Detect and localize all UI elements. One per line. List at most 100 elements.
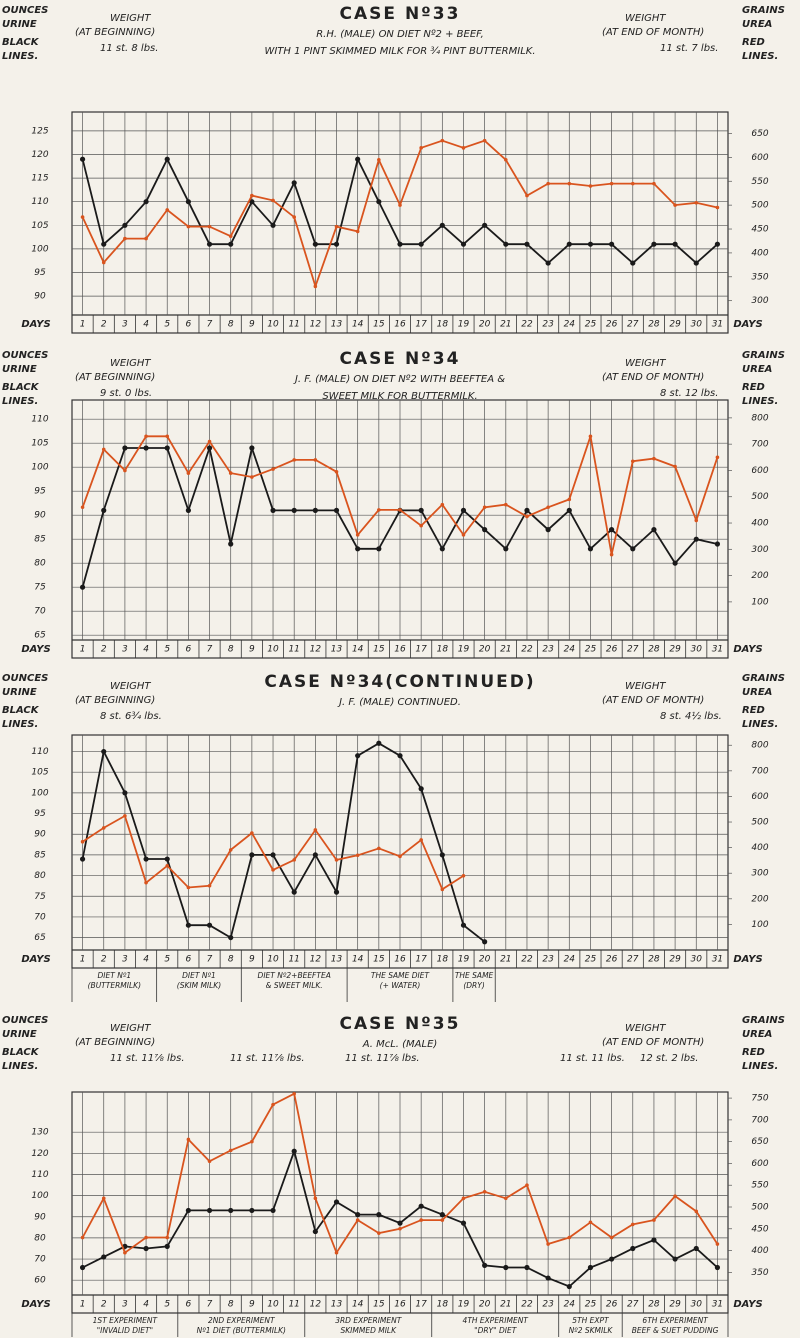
weight-end-label: (AT END OF MONTH) xyxy=(602,372,704,383)
left-axis-label: URINE xyxy=(2,687,37,698)
y-tick-label: 105 xyxy=(31,221,48,231)
data-point xyxy=(313,284,318,289)
data-point xyxy=(504,1196,508,1201)
left-axis-label: URINE xyxy=(2,1029,37,1040)
data-point xyxy=(249,852,255,858)
y2-tick-label: 550 xyxy=(751,1181,768,1191)
right-axis-label: GRAINS xyxy=(742,673,785,684)
left-axis-label: BLACK xyxy=(2,705,40,716)
x-axis-label: DAYS xyxy=(21,644,50,655)
x-tick-label: 28 xyxy=(648,1300,660,1310)
data-point xyxy=(270,222,276,228)
data-point xyxy=(355,853,360,858)
data-point xyxy=(546,1242,550,1246)
y-tick-label: 100 xyxy=(31,1191,48,1201)
data-point xyxy=(228,848,233,852)
x-tick-label: 11 xyxy=(288,955,299,965)
y-tick-label: 100 xyxy=(31,788,48,798)
x-tick-label: 9 xyxy=(249,1300,255,1310)
annotation: 3RD EXPERIMENT xyxy=(335,1316,403,1325)
data-point xyxy=(333,1199,340,1205)
y-tick-label: 120 xyxy=(31,150,48,160)
data-point xyxy=(546,505,550,510)
data-point xyxy=(292,458,296,462)
data-point xyxy=(334,469,339,474)
weight-start-label: WEIGHT xyxy=(110,358,151,369)
data-point xyxy=(482,222,488,228)
x-tick-label: 22 xyxy=(521,1300,533,1310)
x-tick-label: 21 xyxy=(500,320,511,330)
x-tick-label: 15 xyxy=(373,320,385,330)
x-tick-label: 23 xyxy=(542,645,554,655)
x-tick-label: 22 xyxy=(521,645,533,655)
data-point xyxy=(672,241,678,247)
data-point xyxy=(546,181,550,186)
data-point xyxy=(376,740,382,746)
data-point xyxy=(312,1228,318,1235)
left-axis-label: LINES. xyxy=(2,396,38,407)
x-tick-label: 12 xyxy=(310,955,322,965)
data-point xyxy=(566,507,572,513)
x-tick-label: 25 xyxy=(585,1300,597,1310)
data-point xyxy=(144,236,148,241)
data-point xyxy=(652,1218,656,1222)
x-tick-label: 24 xyxy=(564,955,576,965)
x-tick-label: 29 xyxy=(669,1300,681,1310)
y-tick-label: 100 xyxy=(31,463,48,473)
x-tick-label: 7 xyxy=(207,1300,213,1310)
data-point xyxy=(398,854,402,859)
annotation: 4TH EXPERIMENT xyxy=(463,1316,530,1325)
annotation: "INVALID DIET" xyxy=(97,1326,153,1335)
x-tick-label: 18 xyxy=(437,320,449,330)
y2-tick-label: 400 xyxy=(751,1246,768,1256)
left-axis-label: BLACK xyxy=(2,1047,40,1058)
y2-tick-label: 300 xyxy=(751,296,768,306)
series-line xyxy=(81,742,486,943)
data-point xyxy=(271,868,275,872)
y2-tick-label: 550 xyxy=(751,177,768,187)
x-tick-label: 26 xyxy=(606,645,618,655)
right-axis-label: LINES. xyxy=(742,51,778,62)
data-point xyxy=(271,198,275,203)
data-point xyxy=(482,527,488,533)
y-tick-label: 85 xyxy=(34,535,46,545)
data-point xyxy=(630,1245,636,1252)
annotation: Nº2 SKMILK xyxy=(569,1326,614,1335)
data-point xyxy=(123,236,127,241)
data-point xyxy=(186,885,191,890)
data-point xyxy=(80,215,85,219)
y-tick-label: 80 xyxy=(34,559,46,569)
data-point xyxy=(207,1159,212,1164)
x-tick-label: 19 xyxy=(458,955,470,965)
annotation: Nº1 DIET (BUTTERMILK) xyxy=(197,1326,286,1335)
x-tick-label: 31 xyxy=(712,1300,723,1310)
y-tick-label: 90 xyxy=(34,292,46,302)
data-point xyxy=(482,138,487,143)
x-tick-label: 20 xyxy=(479,320,491,330)
annotation: "DRY" DIET xyxy=(474,1326,518,1335)
y2-tick-label: 200 xyxy=(751,894,768,904)
x-tick-label: 2 xyxy=(101,1300,107,1310)
data-point xyxy=(587,241,594,247)
x-tick-label: 6 xyxy=(186,1300,192,1310)
x-tick-label: 6 xyxy=(186,320,192,330)
weight-end-label: WEIGHT xyxy=(625,681,666,692)
data-point xyxy=(79,1264,86,1271)
data-point xyxy=(312,507,318,513)
data-point xyxy=(460,922,467,928)
y-tick-label: 110 xyxy=(31,747,48,757)
x-tick-label: 27 xyxy=(627,1300,639,1310)
x-tick-label: 18 xyxy=(437,645,449,655)
x-tick-label: 3 xyxy=(122,955,128,965)
data-point xyxy=(609,1235,614,1240)
data-point xyxy=(651,1237,657,1243)
data-point xyxy=(101,826,106,830)
data-point xyxy=(355,1212,361,1218)
data-point xyxy=(460,241,467,247)
data-point xyxy=(630,260,636,266)
weight-start-value: 11 st. 11⅞ lbs. xyxy=(110,1053,185,1064)
x-tick-label: 29 xyxy=(669,645,681,655)
data-point xyxy=(101,1254,107,1260)
data-point xyxy=(292,1091,296,1096)
chart-subtitle: WITH 1 PINT SKIMMED MILK FOR ¾ PINT BUTT… xyxy=(264,46,535,57)
